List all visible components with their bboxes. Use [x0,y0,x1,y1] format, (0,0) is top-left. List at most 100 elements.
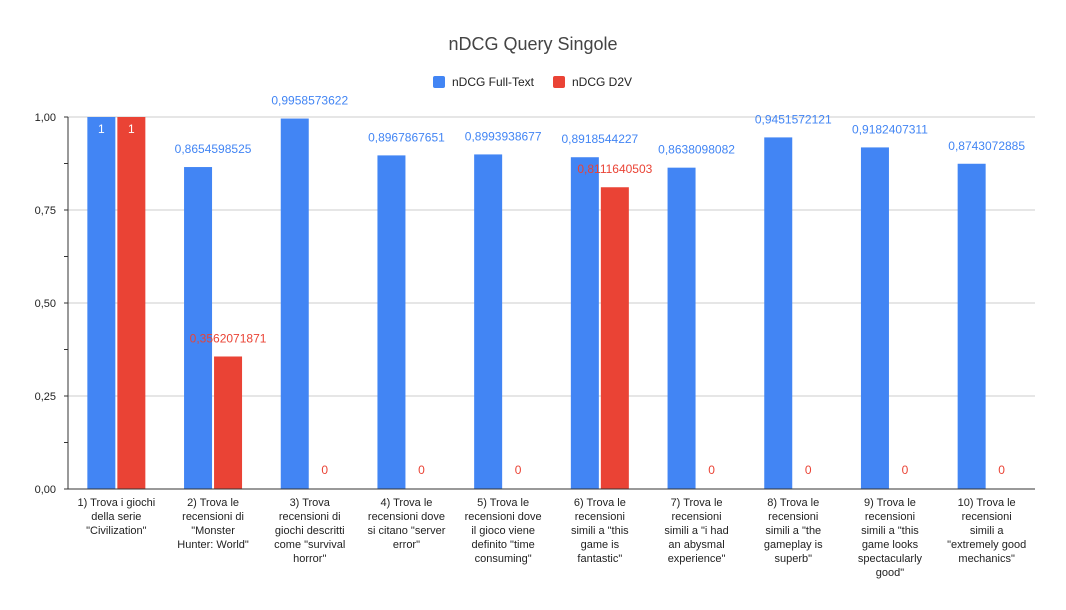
data-label-full-text: 1 [98,122,105,136]
bar-d2v [600,187,629,489]
x-category-line: "Monster [191,525,235,537]
x-category-line: recensioni dove [368,511,445,523]
x-category-line: Hunter: World" [177,539,249,551]
x-category-label: 3) Trova recensioni di giochi descritti com… [274,497,345,565]
x-category-line: come "survival [274,539,345,551]
x-category-line: recensioni di [182,511,244,523]
x-category-line: 9) Trova le [864,497,916,509]
x-category-line: simili a "the [765,525,821,537]
y-tick-label: 1,00 [35,112,56,124]
bar-full-text [667,167,696,489]
x-category-line: 5) Trova le [477,497,529,509]
x-category-label: 5) Trova le recensioni dove il gioco viene… [465,497,542,565]
x-category-line: il gioco viene [471,525,535,537]
x-category-line: 4) Trova le [380,497,432,509]
y-tick-label: 0,75 [35,205,56,217]
data-label-full-text: 0,9451572121 [755,112,832,126]
data-label-d2v: 0 [805,463,812,477]
data-label-d2v: 0,8111640503 [577,162,652,176]
data-label-d2v: 0 [998,463,1005,477]
x-category-line: game looks [862,539,919,551]
x-category-label: 6) Trova le recensioni simili a "this game … [571,497,629,565]
bar-full-text [860,147,889,490]
x-category-line: consuming" [475,553,532,565]
y-axis: 0,00 0,25 0,50 0,75 1,00 [35,112,69,496]
grid-lines [68,116,1035,397]
x-category-line: recensioni [768,511,818,523]
x-category-line: 2) Trova le [187,497,239,509]
legend-swatch-full-text [433,76,445,88]
x-category-line: recensioni [671,511,721,523]
x-category-label: 1) Trova i giochi della serie "Civilizatio… [78,497,156,537]
x-category-line: recensioni [962,511,1012,523]
x-category-label: 4) Trova le recensioni dove si citano "ser… [368,497,446,551]
data-label-d2v: 0 [515,463,522,477]
x-category-line: mechanics" [958,553,1015,565]
x-category-line: 10) Trova le [958,497,1016,509]
data-labels: 1 1 0,8654598525 0,3562071871 0,9958573622 0 0… [98,94,1025,477]
x-category-line: simili a "this [861,525,919,537]
data-label-full-text: 0,8638098082 [658,143,735,157]
x-category-line: della serie [91,511,141,523]
data-label-full-text: 0,8993938677 [465,129,542,143]
x-category-line: spectacularly [858,553,923,565]
y-tick-label: 0,50 [35,298,56,310]
x-category-label: 9) Trova le recensioni simili a "this game … [858,497,923,579]
data-label-d2v: 0 [418,463,425,477]
x-category-label: 7) Trova le recensioni simili a "i had an a… [664,497,728,565]
x-category-line: simili a "i had [664,525,728,537]
x-category-line: simili a "this [571,525,629,537]
x-category-line: experience" [668,553,726,565]
y-tick-label: 0,00 [35,484,56,496]
x-category-line: horror" [293,553,326,565]
data-label-d2v: 0 [902,463,909,477]
x-category-line: superb" [774,553,812,565]
data-label-d2v: 0 [321,463,328,477]
bar-d2v [117,117,146,489]
x-category-line: an abysmal [668,539,724,551]
bar-d2v [214,356,243,489]
x-category-line: definito "time [472,539,535,551]
data-label-d2v: 1 [128,122,135,136]
x-category-line: recensioni [575,511,625,523]
x-category-line: 6) Trova le [574,497,626,509]
legend-label-full-text: nDCG Full-Text [452,75,535,89]
x-category-line: giochi descritti [275,525,345,537]
data-label-full-text: 0,8743072885 [948,139,1025,153]
x-category-line: recensioni [865,511,915,523]
bar-full-text [377,155,406,489]
x-category-line: si citano "server [368,525,446,537]
legend-swatch-d2v [553,76,565,88]
data-label-d2v: 0 [708,463,715,477]
x-category-line: "extremely good [947,539,1026,551]
x-category-line: simili a [970,525,1004,537]
x-category-line: game is [581,539,620,551]
bar-full-text [184,167,213,489]
bar-full-text [957,163,986,489]
data-label-full-text: 0,8654598525 [175,142,252,156]
legend-label-d2v: nDCG D2V [572,75,632,89]
data-label-full-text: 0,8918544227 [561,132,638,146]
bar-full-text [764,137,793,489]
bar-full-text [570,157,599,489]
chart-title: nDCG Query Singole [448,34,617,54]
data-label-full-text: 0,9958573622 [271,94,348,108]
bar-full-text [474,154,503,489]
x-category-line: good" [876,567,904,579]
x-category-label: 2) Trova le recensioni di "Monster Hunter: … [177,497,249,551]
x-category-line: error" [393,539,420,551]
x-category-line: 3) Trova [290,497,331,509]
x-category-line: recensioni dove [465,511,542,523]
x-axis: 1) Trova i giochi della serie "Civilizatio… [68,488,1035,579]
x-category-label: 8) Trova le recensioni simili a "the gamepl… [764,497,823,565]
data-label-d2v: 0,3562071871 [190,331,267,345]
x-category-line: fantastic" [577,553,622,565]
x-category-line: 7) Trova le [671,497,723,509]
x-category-line: gameplay is [764,539,823,551]
x-category-line: recensioni di [279,511,341,523]
x-category-line: 8) Trova le [767,497,819,509]
y-tick-label: 0,25 [35,391,56,403]
chart-legend: nDCG Full-Text nDCG D2V [433,75,632,89]
bar-full-text [280,118,309,489]
